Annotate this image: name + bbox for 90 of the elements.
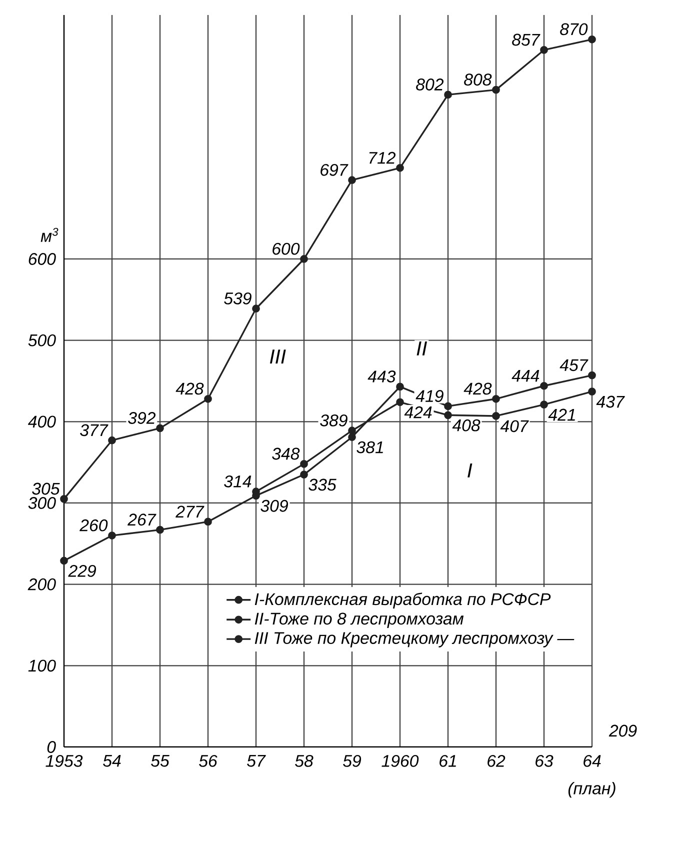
point <box>348 176 356 184</box>
data-label: 428 <box>464 382 492 395</box>
x-tick-label: 1953 <box>46 754 83 767</box>
data-label: 539 <box>224 292 252 304</box>
text: (план) <box>568 782 616 798</box>
point <box>300 470 308 478</box>
point <box>492 86 500 94</box>
x-tick-label: 59 <box>342 754 362 767</box>
x-tick-label: 64 <box>584 754 601 767</box>
point <box>108 532 116 540</box>
point <box>444 402 452 410</box>
point <box>204 394 212 403</box>
data-label: 712 <box>369 152 396 164</box>
data-label: 407 <box>500 420 529 432</box>
x-tick-label: 61 <box>440 754 456 767</box>
data-label: 314 <box>224 475 252 488</box>
data-label: 870 <box>560 23 588 36</box>
x-tick-label: 57 <box>246 754 266 767</box>
data-label: 389 <box>320 414 348 426</box>
point <box>204 518 212 526</box>
point <box>396 164 404 172</box>
y-tick-label: 500 <box>28 334 56 346</box>
y-tick-label: 600 <box>28 253 56 265</box>
y-tick-label: 400 <box>28 416 56 428</box>
point <box>540 382 548 390</box>
point <box>492 394 500 403</box>
x-tick-label: 58 <box>294 754 314 767</box>
y-axis-title: м$^{3}$ <box>40 228 58 242</box>
y-tick-label: 100 <box>28 660 56 672</box>
data-label: 305 <box>32 482 60 495</box>
y-tick-label: 200 <box>28 578 56 590</box>
data-label: 808 <box>464 74 492 86</box>
data-label: 309 <box>260 500 288 512</box>
annotation: III <box>270 350 286 364</box>
point <box>540 46 548 54</box>
text: 209 <box>608 724 637 737</box>
point <box>300 460 308 468</box>
data-label: 444 <box>512 370 540 382</box>
point <box>156 526 164 534</box>
data-label: 229 <box>68 564 96 577</box>
point <box>108 436 116 444</box>
data-label: 802 <box>416 78 444 90</box>
point <box>396 398 404 406</box>
data-label: 392 <box>128 412 156 424</box>
point <box>348 426 356 435</box>
data-label: 335 <box>308 478 336 491</box>
point <box>588 371 596 380</box>
point <box>444 90 452 99</box>
data-label: 697 <box>320 164 348 176</box>
data-label: 421 <box>548 408 575 421</box>
x-tick-label: 56 <box>198 754 218 767</box>
data-label: 408 <box>452 419 480 432</box>
y-tick-label: 300 <box>28 497 56 509</box>
annotation: II <box>416 341 428 356</box>
data-label: 424 <box>404 406 432 418</box>
data-label: 428 <box>176 382 204 395</box>
legend-label: I-Комплексная выработка по РСФСР <box>254 592 551 608</box>
data-label: 600 <box>272 242 300 255</box>
legend-label: II-Тоже по 8 леспромхозам <box>254 612 464 628</box>
point <box>60 494 68 503</box>
point <box>396 382 404 391</box>
point <box>444 411 452 420</box>
point <box>60 556 68 565</box>
legend-label: III Тоже по Крестецкому леспромхозу — <box>254 632 574 648</box>
point <box>300 255 308 263</box>
data-label: 457 <box>560 359 588 372</box>
point <box>588 35 596 44</box>
data-label: 267 <box>128 514 156 526</box>
point <box>588 388 596 396</box>
x-tick-label: 63 <box>536 754 554 767</box>
x-tick-label: 54 <box>102 754 121 767</box>
annotation: I <box>468 463 472 478</box>
data-label: 437 <box>596 396 625 408</box>
data-label: 377 <box>80 424 108 436</box>
x-tick-label: 62 <box>488 754 506 767</box>
data-label: 381 <box>356 441 383 454</box>
x-tick-label: 55 <box>150 754 170 767</box>
point <box>156 424 164 432</box>
point <box>540 400 548 409</box>
x-tick-label: 1960 <box>382 754 419 767</box>
point <box>492 412 500 420</box>
y-tick-label: 0 <box>47 741 56 753</box>
data-label: 419 <box>416 390 444 402</box>
data-label: 277 <box>176 506 204 518</box>
data-label: 260 <box>80 519 108 532</box>
data-label: 857 <box>512 34 540 46</box>
point <box>348 433 356 442</box>
point <box>252 304 260 313</box>
data-label: 443 <box>368 370 396 382</box>
data-label: 348 <box>272 448 300 460</box>
